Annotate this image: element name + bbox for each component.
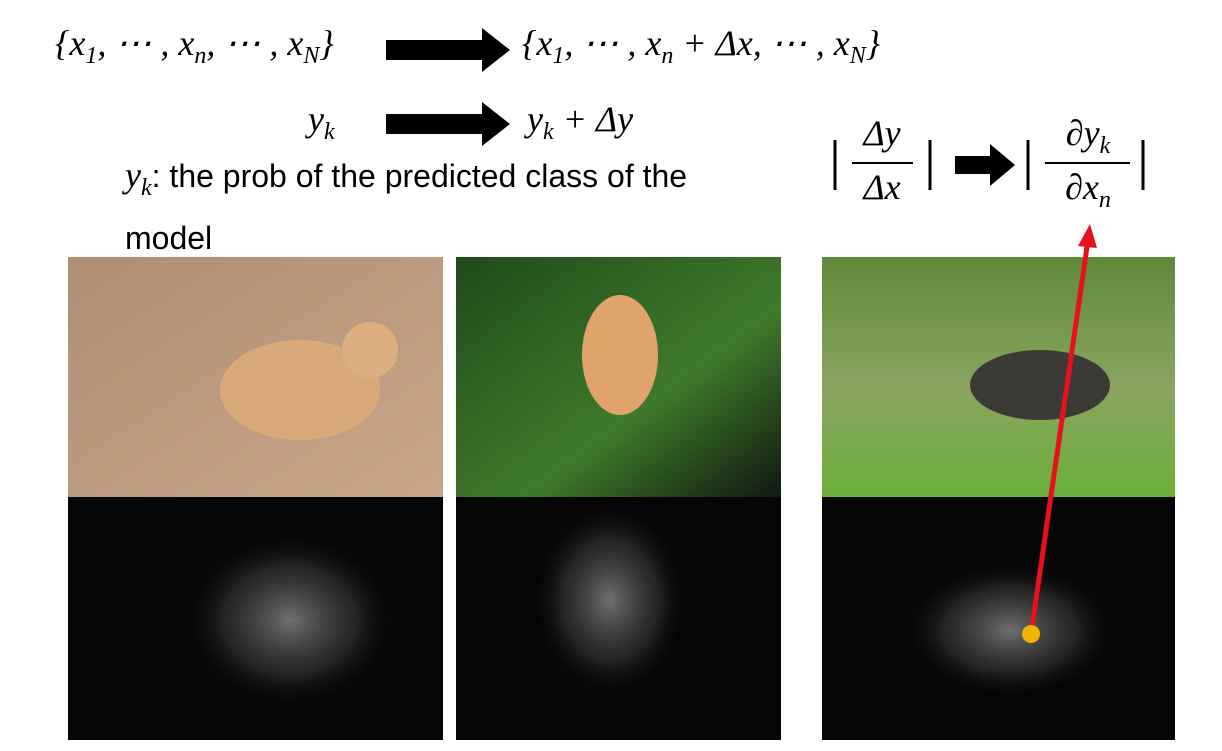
subscript: N (849, 43, 866, 69)
saliency (900, 560, 1120, 700)
subscript: 1 (85, 43, 98, 69)
subscript: n (661, 43, 674, 69)
dog (342, 322, 398, 378)
formula: yk + Δy (527, 98, 633, 146)
math-text: Δy (863, 113, 901, 153)
math-text: y (125, 155, 141, 195)
math-text: Δx (863, 167, 901, 207)
saliency (530, 500, 690, 700)
pointer-arrow (1028, 239, 1091, 635)
subscript: k (1099, 133, 1111, 159)
subscript: N (303, 43, 320, 69)
math-text: , ⋯ , x (206, 23, 304, 63)
math-text: y (308, 99, 324, 139)
pointer-arrow-head (1078, 224, 1097, 248)
math-text: {x (522, 23, 553, 63)
math-text: ∂y (1065, 113, 1100, 153)
buffalo (970, 350, 1110, 420)
numerator: Δy (863, 112, 900, 154)
denominator: Δx (863, 166, 900, 208)
math-text: } (319, 23, 334, 63)
formula: {x1, ⋯ , xn, ⋯ , xN} (55, 22, 334, 70)
math-text: + Δx, ⋯ , x (673, 23, 850, 63)
denominator: ∂xn (1065, 166, 1111, 214)
definition: yk: the prob of the predicted class of t… (125, 150, 745, 263)
arrow (386, 28, 510, 72)
saliency (180, 530, 400, 710)
math-text: y (527, 99, 543, 139)
subscript: k (323, 119, 335, 145)
pixel-marker (1022, 625, 1040, 643)
subscript: 1 (552, 43, 565, 69)
monkey (582, 295, 658, 415)
subscript: k (542, 119, 554, 145)
math-text: , ⋯ , x (564, 23, 662, 63)
numerator: ∂yk (1066, 112, 1110, 160)
math-text: , ⋯ , x (97, 23, 195, 63)
math-text: ∂x (1065, 167, 1099, 207)
definition-text: : the prob of the predicted class of the… (125, 158, 688, 256)
formula: yk (308, 98, 335, 146)
subscript: n (1098, 187, 1111, 213)
math-text: } (865, 23, 881, 63)
subscript: n (194, 43, 207, 69)
formula: {x1, ⋯ , xn + Δx, ⋯ , xN} (522, 22, 880, 70)
math-text: + Δy (553, 99, 634, 139)
symbol: yk (125, 155, 152, 201)
subscript: k (140, 175, 152, 201)
arrow (386, 102, 510, 146)
dog (220, 340, 380, 440)
math-text: {x (55, 23, 86, 63)
arrow (955, 144, 1015, 186)
